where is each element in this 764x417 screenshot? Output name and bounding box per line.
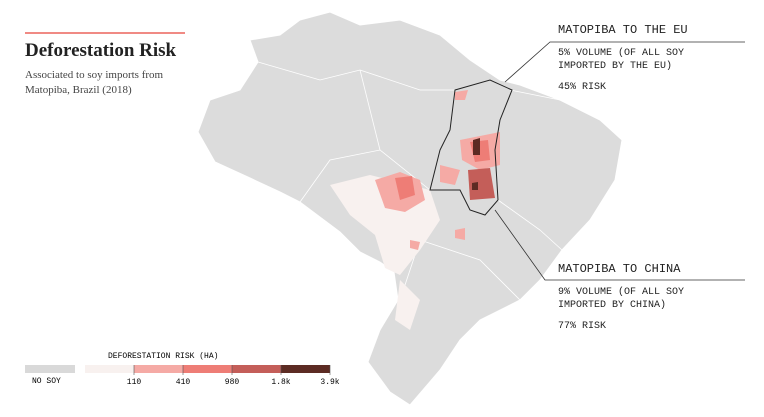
title: Deforestation Risk — [25, 40, 177, 61]
no-soy-label: NO SOY — [32, 377, 61, 386]
subtitle: Associated to soy imports from Matopiba,… — [25, 69, 164, 96]
legend-tick-label: 3.9k — [320, 378, 339, 387]
legend-swatch — [232, 365, 281, 373]
legend-tick-label: 410 — [176, 378, 191, 387]
annotation-volume: 9% VOLUME (OF ALL SOY IMPORTED BY CHINA) — [558, 287, 685, 311]
legend-tick-label: 110 — [127, 378, 142, 387]
annotation-heading: MATOPIBA TO CHINA — [558, 262, 681, 276]
legend: NO SOY DEFORESTATION RISK (HA) 110 410 980 1.… — [25, 352, 340, 387]
legend-title: DEFORESTATION RISK (HA) — [108, 352, 218, 361]
annotation-risk: 45% RISK — [558, 82, 607, 93]
connector — [494, 209, 745, 281]
risk-areas — [330, 90, 500, 330]
annotation-heading: MATOPIBA TO THE EU — [558, 23, 688, 37]
annotation-risk: 77% RISK — [558, 321, 607, 332]
legend-swatch — [85, 365, 134, 373]
legend-tick-label: 1.8k — [271, 378, 290, 387]
no-soy-swatch — [25, 365, 75, 373]
annotation: MATOPIBA TO CHINA 9% VOLUME (OF ALL SOY … — [558, 263, 718, 333]
legend-swatch — [183, 365, 232, 373]
legend-tick-label: 980 — [225, 378, 240, 387]
matopiba-outline — [429, 79, 513, 216]
annotation-volume: 5% VOLUME (OF ALL SOY IMPORTED BY THE EU… — [558, 48, 685, 72]
connector — [504, 41, 745, 83]
legend-swatch — [281, 365, 330, 373]
legend-swatch — [134, 365, 183, 373]
annotation: MATOPIBA TO THE EU 5% VOLUME (OF ALL SOY… — [558, 24, 718, 94]
